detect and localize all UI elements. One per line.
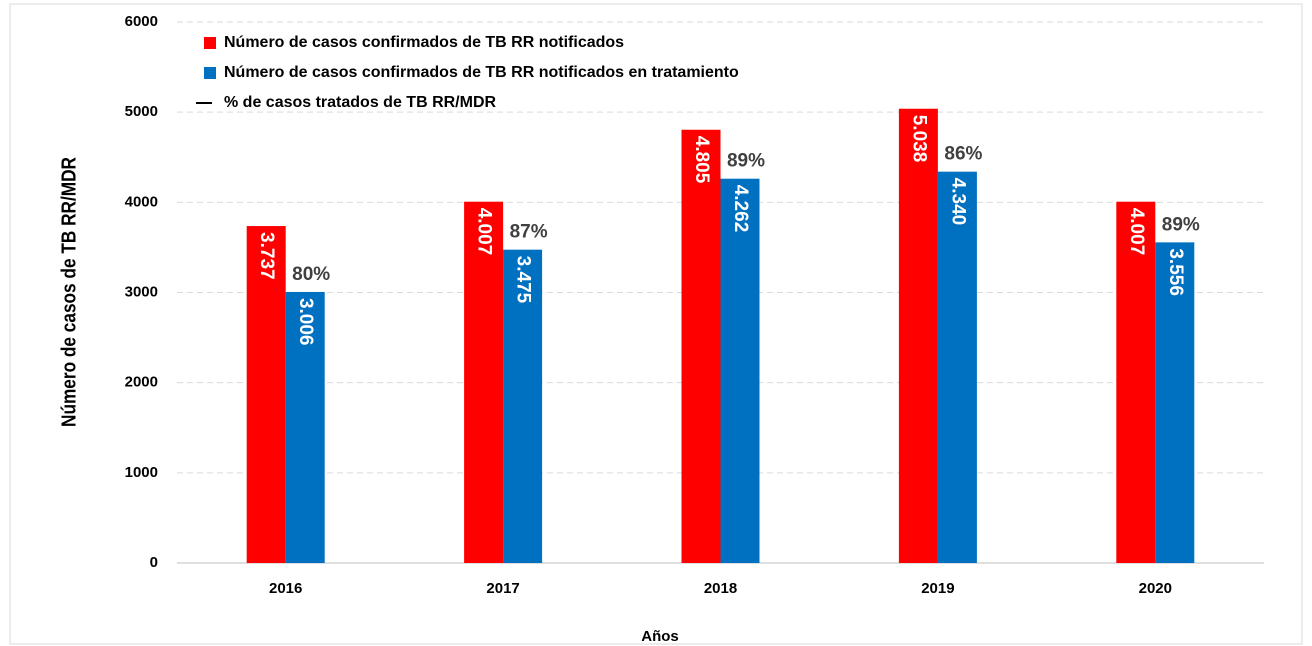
- y-tick-label: 6000: [125, 13, 158, 30]
- chart-frame: [9, 3, 1303, 645]
- percent-label: 86%: [944, 144, 982, 165]
- bar: [1155, 242, 1195, 563]
- x-tick-label: 2019: [921, 580, 954, 597]
- legend-label: % de casos tratados de TB RR/MDR: [224, 94, 497, 111]
- bar-value-label: 5.038: [908, 115, 929, 163]
- bar: [503, 249, 543, 563]
- y-tick-label: 1000: [125, 464, 158, 481]
- bar: [246, 226, 286, 563]
- legend-swatch: [204, 37, 216, 49]
- bar: [285, 291, 325, 563]
- y-tick-label: 4000: [125, 193, 158, 210]
- legend-label: Número de casos confirmados de TB RR not…: [224, 34, 624, 51]
- bar: [1116, 201, 1156, 564]
- bar-value-label: 3.475: [513, 256, 534, 304]
- percent-label: 89%: [1162, 214, 1200, 235]
- bar-value-label: 4.007: [1126, 208, 1147, 256]
- bar-value-label: 3.006: [295, 298, 316, 346]
- bar-value-label: 3.737: [256, 232, 277, 280]
- percent-label: 87%: [510, 222, 548, 243]
- bar-value-label: 4.340: [947, 178, 968, 226]
- x-tick-label: 2020: [1139, 580, 1172, 597]
- bar: [720, 178, 760, 564]
- x-tick-label: 2017: [486, 580, 519, 597]
- x-axis-title: Años: [641, 628, 679, 645]
- y-tick-label: 5000: [125, 103, 158, 120]
- bar: [937, 171, 977, 563]
- percent-label: 89%: [727, 151, 765, 172]
- percent-label: 80%: [292, 264, 330, 285]
- bar-value-label: 3.556: [1165, 248, 1186, 296]
- y-tick-label: 2000: [125, 374, 158, 391]
- legend-swatch: [204, 67, 216, 79]
- bar-value-label: 4.007: [474, 208, 495, 256]
- x-tick-label: 2016: [269, 580, 302, 597]
- x-tick-label: 2018: [704, 580, 737, 597]
- y-axis-title: Número de casos de TB RR/MDR: [58, 157, 80, 427]
- bar: [898, 108, 938, 564]
- y-tick-label: 3000: [125, 283, 158, 300]
- bar: [464, 201, 504, 564]
- legend-label: Número de casos confirmados de TB RR not…: [224, 64, 739, 81]
- bar: [681, 129, 721, 564]
- bar-value-label: 4.805: [691, 136, 712, 184]
- y-tick-label: 0: [150, 554, 158, 571]
- bar-value-label: 4.262: [730, 185, 751, 233]
